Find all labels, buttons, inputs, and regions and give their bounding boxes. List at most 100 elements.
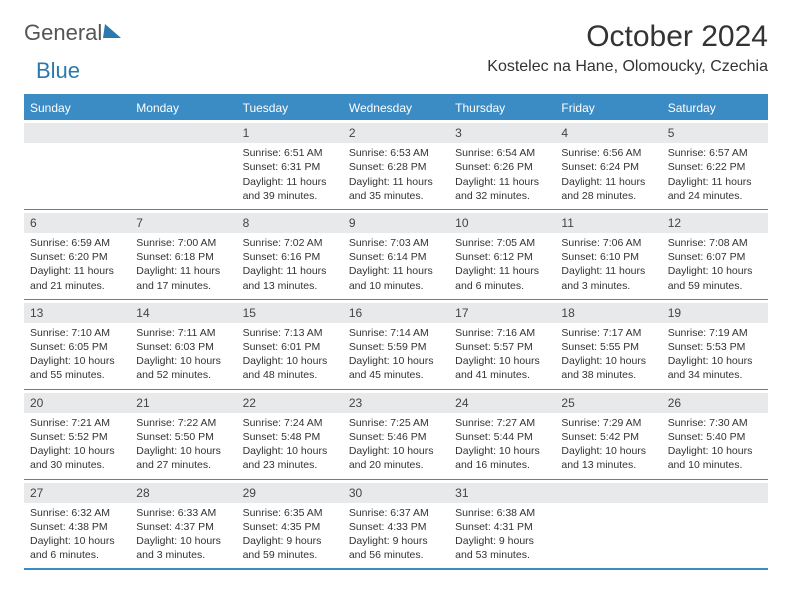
sunset-text: Sunset: 6:24 PM <box>561 160 655 174</box>
sunrise-text: Sunrise: 7:00 AM <box>136 236 230 250</box>
sunrise-text: Sunrise: 7:22 AM <box>136 416 230 430</box>
daylight-text: Daylight: 10 hours and 23 minutes. <box>243 444 337 472</box>
sunset-text: Sunset: 6:26 PM <box>455 160 549 174</box>
day-number: 22 <box>237 393 343 413</box>
daylight-text: Daylight: 11 hours and 13 minutes. <box>243 264 337 292</box>
calendar-cell: 13Sunrise: 7:10 AMSunset: 6:05 PMDayligh… <box>24 300 130 389</box>
day-number: 11 <box>555 213 661 233</box>
calendar-week: 13Sunrise: 7:10 AMSunset: 6:05 PMDayligh… <box>24 299 768 389</box>
sunset-text: Sunset: 6:20 PM <box>30 250 124 264</box>
calendar-cell: 19Sunrise: 7:19 AMSunset: 5:53 PMDayligh… <box>662 300 768 389</box>
day-header: Sunday <box>24 96 130 120</box>
brand-mark-icon <box>103 24 123 38</box>
day-number: 6 <box>24 213 130 233</box>
calendar: Sunday Monday Tuesday Wednesday Thursday… <box>24 94 768 570</box>
day-number: 12 <box>662 213 768 233</box>
sunset-text: Sunset: 6:14 PM <box>349 250 443 264</box>
calendar-cell <box>662 480 768 569</box>
calendar-cell: 23Sunrise: 7:25 AMSunset: 5:46 PMDayligh… <box>343 390 449 479</box>
calendar-cell: 10Sunrise: 7:05 AMSunset: 6:12 PMDayligh… <box>449 210 555 299</box>
sunrise-text: Sunrise: 7:21 AM <box>30 416 124 430</box>
daylight-text: Daylight: 11 hours and 17 minutes. <box>136 264 230 292</box>
sunset-text: Sunset: 6:16 PM <box>243 250 337 264</box>
sunrise-text: Sunrise: 6:38 AM <box>455 506 549 520</box>
day-number: 14 <box>130 303 236 323</box>
day-number <box>555 483 661 503</box>
sunset-text: Sunset: 6:01 PM <box>243 340 337 354</box>
sunrise-text: Sunrise: 7:24 AM <box>243 416 337 430</box>
calendar-cell: 8 Sunrise: 7:02 AMSunset: 6:16 PMDaylight… <box>237 210 343 299</box>
day-number: 10 <box>449 213 555 233</box>
calendar-cell: 22Sunrise: 7:24 AMSunset: 5:48 PMDayligh… <box>237 390 343 479</box>
sunrise-text: Sunrise: 7:30 AM <box>668 416 762 430</box>
calendar-cell: 27Sunrise: 6:32 AMSunset: 4:38 PMDayligh… <box>24 480 130 569</box>
calendar-cell: 6Sunrise: 6:59 AMSunset: 6:20 PMDaylight… <box>24 210 130 299</box>
day-header: Tuesday <box>237 96 343 120</box>
sunset-text: Sunset: 5:42 PM <box>561 430 655 444</box>
day-number: 28 <box>130 483 236 503</box>
sunset-text: Sunset: 5:52 PM <box>30 430 124 444</box>
day-header-row: Sunday Monday Tuesday Wednesday Thursday… <box>24 96 768 120</box>
day-number: 17 <box>449 303 555 323</box>
sunrise-text: Sunrise: 6:56 AM <box>561 146 655 160</box>
calendar-cell: 29Sunrise: 6:35 AMSunset: 4:35 PMDayligh… <box>237 480 343 569</box>
sunrise-text: Sunrise: 7:19 AM <box>668 326 762 340</box>
sunrise-text: Sunrise: 7:11 AM <box>136 326 230 340</box>
daylight-text: Daylight: 11 hours and 32 minutes. <box>455 175 549 203</box>
daylight-text: Daylight: 9 hours and 59 minutes. <box>243 534 337 562</box>
sunset-text: Sunset: 4:38 PM <box>30 520 124 534</box>
calendar-cell: 11Sunrise: 7:06 AMSunset: 6:10 PMDayligh… <box>555 210 661 299</box>
sunrise-text: Sunrise: 7:27 AM <box>455 416 549 430</box>
sunrise-text: Sunrise: 6:57 AM <box>668 146 762 160</box>
calendar-cell <box>130 120 236 209</box>
daylight-text: Daylight: 9 hours and 56 minutes. <box>349 534 443 562</box>
day-number: 8 <box>237 213 343 233</box>
calendar-cell: 14Sunrise: 7:11 AMSunset: 6:03 PMDayligh… <box>130 300 236 389</box>
daylight-text: Daylight: 10 hours and 20 minutes. <box>349 444 443 472</box>
sunrise-text: Sunrise: 6:54 AM <box>455 146 549 160</box>
daylight-text: Daylight: 10 hours and 52 minutes. <box>136 354 230 382</box>
day-number <box>130 123 236 143</box>
calendar-cell: 7Sunrise: 7:00 AMSunset: 6:18 PMDaylight… <box>130 210 236 299</box>
sunrise-text: Sunrise: 7:14 AM <box>349 326 443 340</box>
calendar-week: 6Sunrise: 6:59 AMSunset: 6:20 PMDaylight… <box>24 209 768 299</box>
day-number: 26 <box>662 393 768 413</box>
day-number: 21 <box>130 393 236 413</box>
sunrise-text: Sunrise: 7:02 AM <box>243 236 337 250</box>
daylight-text: Daylight: 10 hours and 41 minutes. <box>455 354 549 382</box>
day-number: 9 <box>343 213 449 233</box>
sunset-text: Sunset: 6:10 PM <box>561 250 655 264</box>
brand-part2: Blue <box>36 58 80 84</box>
sunset-text: Sunset: 4:33 PM <box>349 520 443 534</box>
daylight-text: Daylight: 10 hours and 16 minutes. <box>455 444 549 472</box>
sunset-text: Sunset: 5:50 PM <box>136 430 230 444</box>
sunrise-text: Sunrise: 6:51 AM <box>243 146 337 160</box>
daylight-text: Daylight: 11 hours and 10 minutes. <box>349 264 443 292</box>
calendar-cell: 1Sunrise: 6:51 AMSunset: 6:31 PMDaylight… <box>237 120 343 209</box>
sunset-text: Sunset: 4:35 PM <box>243 520 337 534</box>
daylight-text: Daylight: 10 hours and 38 minutes. <box>561 354 655 382</box>
sunrise-text: Sunrise: 7:17 AM <box>561 326 655 340</box>
sunset-text: Sunset: 5:57 PM <box>455 340 549 354</box>
day-number: 15 <box>237 303 343 323</box>
day-number: 4 <box>555 123 661 143</box>
day-number: 18 <box>555 303 661 323</box>
sunrise-text: Sunrise: 7:25 AM <box>349 416 443 430</box>
day-number: 29 <box>237 483 343 503</box>
calendar-cell: 5Sunrise: 6:57 AMSunset: 6:22 PMDaylight… <box>662 120 768 209</box>
sunset-text: Sunset: 6:05 PM <box>30 340 124 354</box>
day-header: Saturday <box>662 96 768 120</box>
daylight-text: Daylight: 9 hours and 53 minutes. <box>455 534 549 562</box>
calendar-cell: 15Sunrise: 7:13 AMSunset: 6:01 PMDayligh… <box>237 300 343 389</box>
sunrise-text: Sunrise: 7:29 AM <box>561 416 655 430</box>
sunrise-text: Sunrise: 6:37 AM <box>349 506 443 520</box>
day-header: Wednesday <box>343 96 449 120</box>
month-title: October 2024 <box>487 20 768 54</box>
sunrise-text: Sunrise: 7:06 AM <box>561 236 655 250</box>
calendar-cell: 4Sunrise: 6:56 AMSunset: 6:24 PMDaylight… <box>555 120 661 209</box>
sunrise-text: Sunrise: 7:13 AM <box>243 326 337 340</box>
daylight-text: Daylight: 10 hours and 34 minutes. <box>668 354 762 382</box>
day-number: 13 <box>24 303 130 323</box>
calendar-week: 27Sunrise: 6:32 AMSunset: 4:38 PMDayligh… <box>24 479 768 569</box>
calendar-cell: 3Sunrise: 6:54 AMSunset: 6:26 PMDaylight… <box>449 120 555 209</box>
